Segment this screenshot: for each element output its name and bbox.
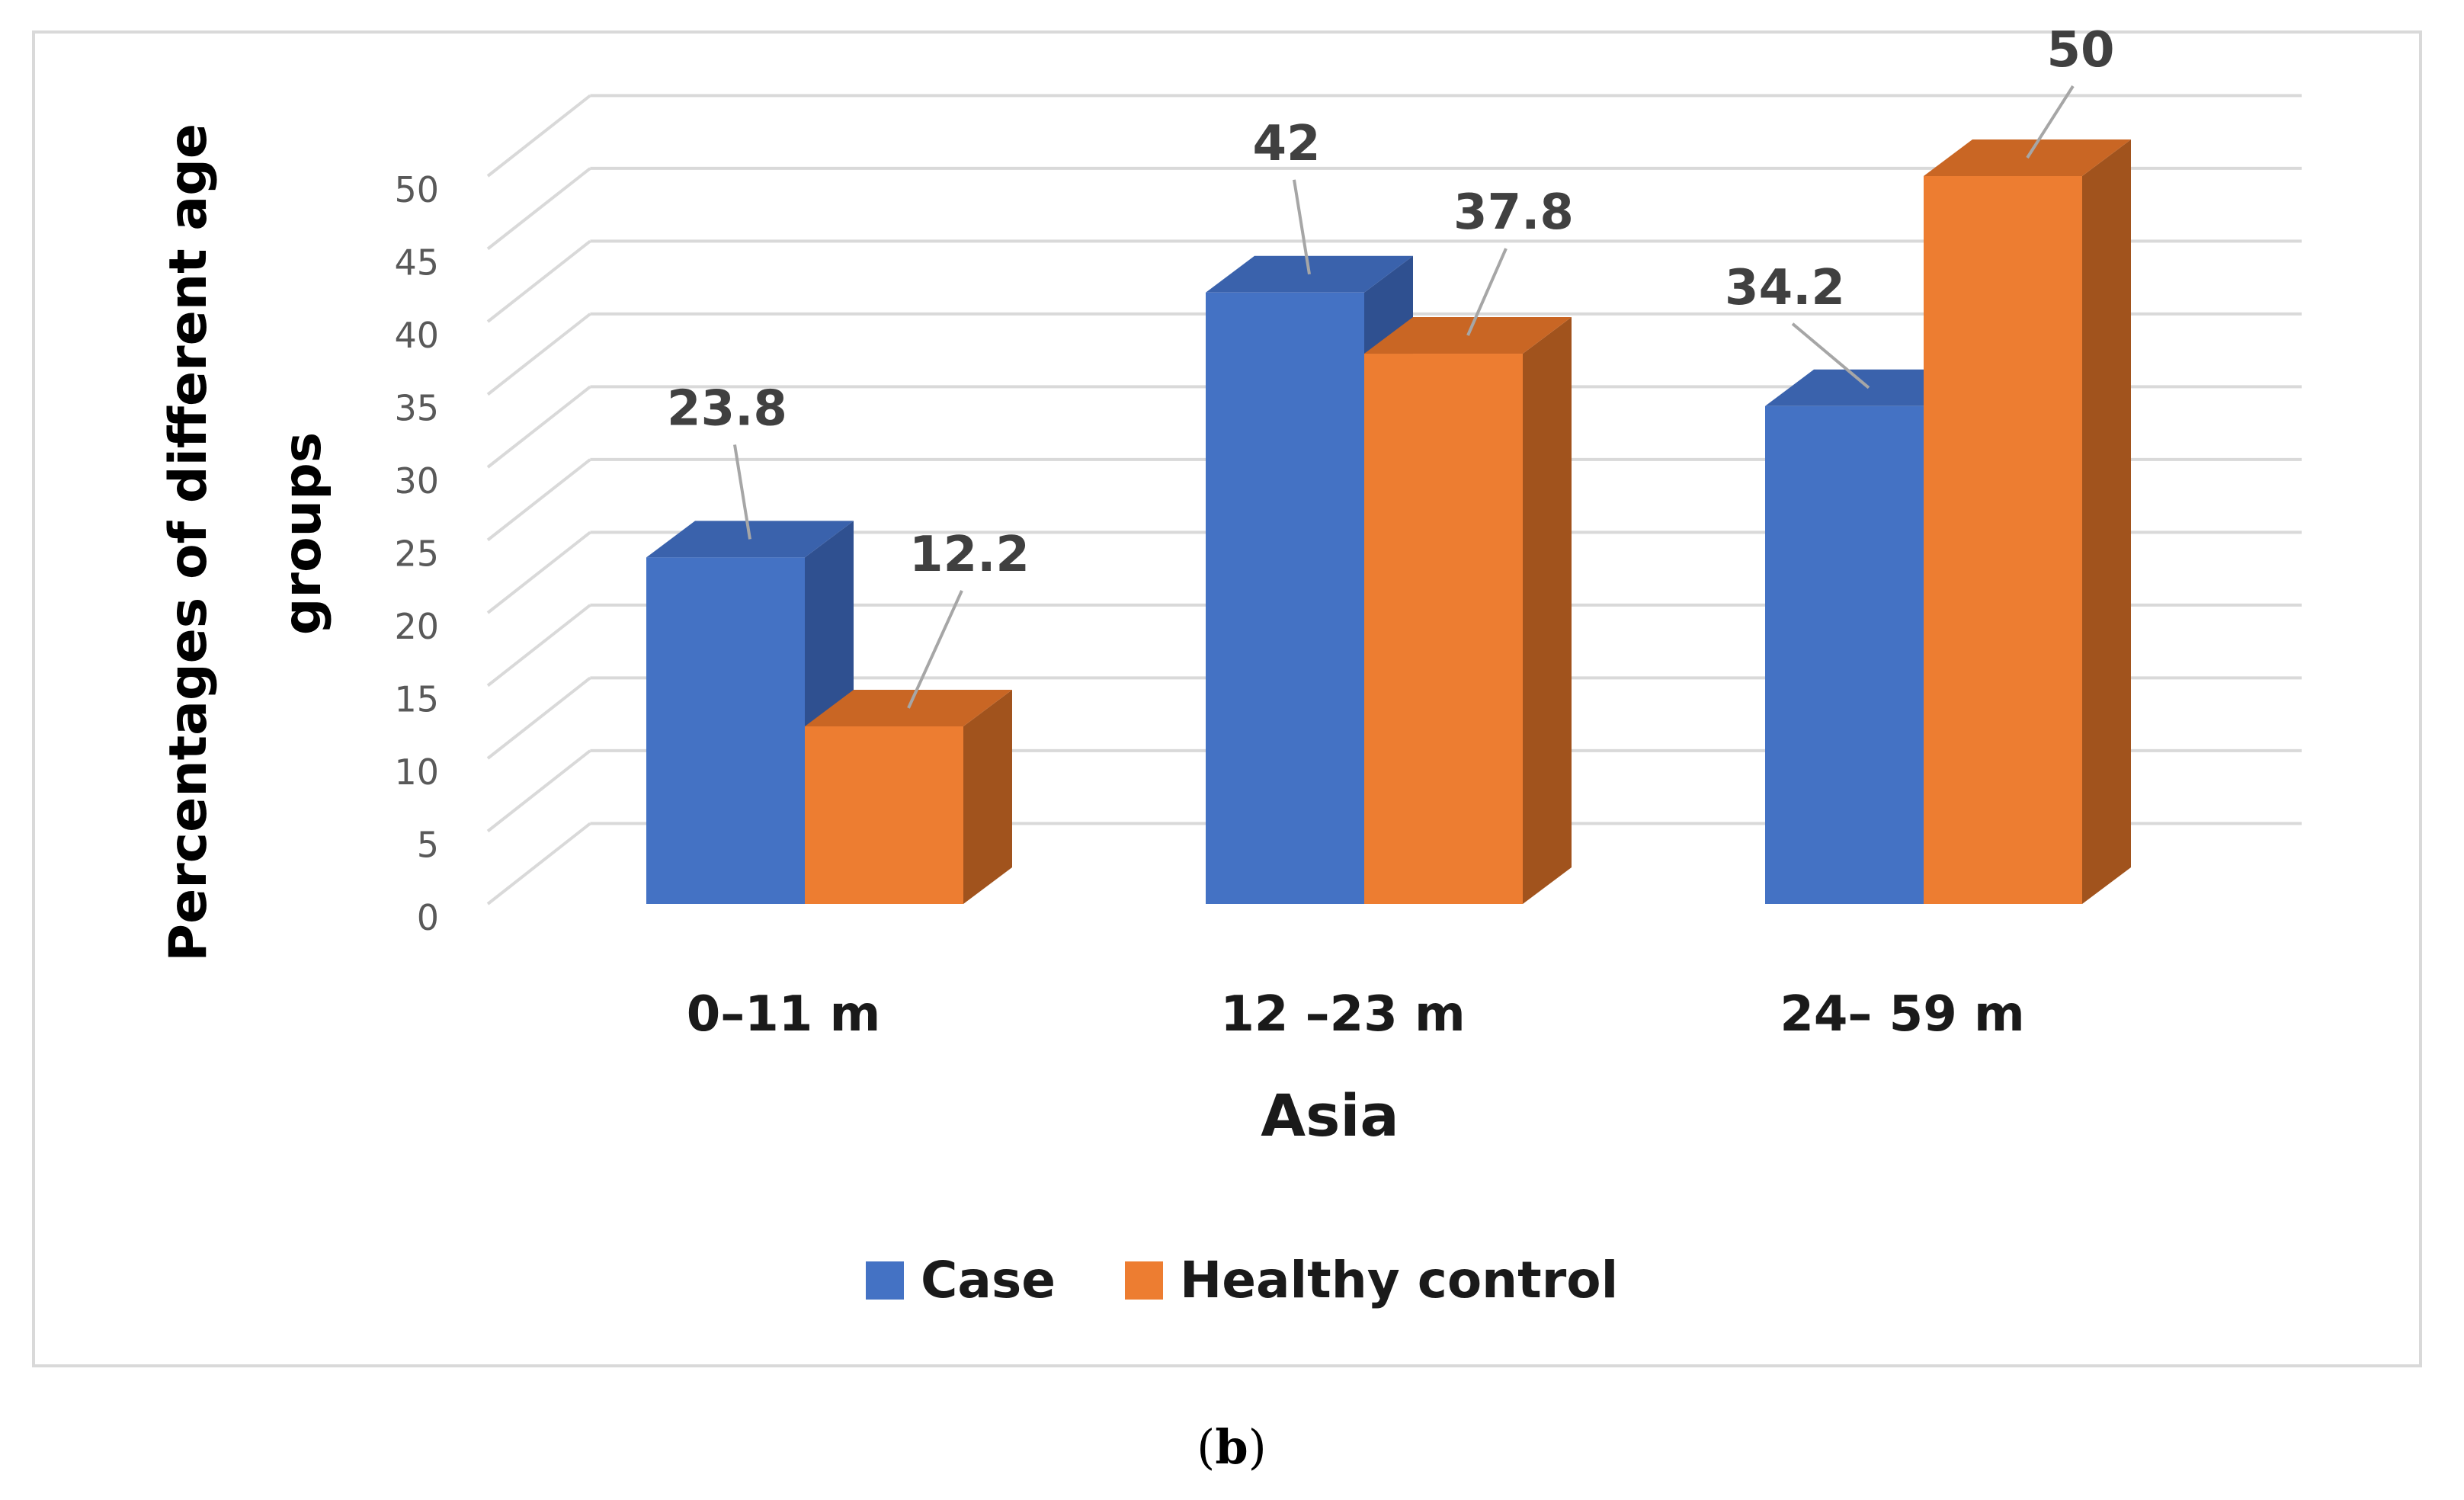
- gridline-diagonal: [486, 676, 591, 760]
- data-label-leader: [733, 444, 751, 540]
- bar-side-healthy-control-24-59-m: [2082, 139, 2131, 904]
- caption-open-paren: (: [1197, 1419, 1215, 1475]
- legend: Case Healthy control: [866, 1251, 1618, 1309]
- y-tick-label: 15: [394, 679, 439, 720]
- x-category-label-12-23-m: 12 –23 m: [1220, 986, 1465, 1043]
- gridline-diagonal: [486, 312, 591, 396]
- y-axis-title-line-2: groups: [273, 432, 333, 636]
- gridline-diagonal: [486, 385, 591, 469]
- y-tick-label: 30: [394, 460, 439, 502]
- y-tick-label: 10: [394, 752, 439, 793]
- y-tick-label: 50: [394, 169, 439, 210]
- bars: [646, 139, 2131, 904]
- y-tick-label: 20: [394, 606, 439, 647]
- data-label-leader: [2026, 85, 2075, 159]
- data-label-leader: [1791, 322, 1870, 389]
- gridline-diagonal: [486, 94, 591, 178]
- bar-case-24-59-m: [1765, 405, 1924, 904]
- gridline-diagonal: [486, 749, 591, 833]
- x-category-label-0-11-m: 0–11 m: [687, 986, 881, 1043]
- data-label-leader: [1293, 179, 1311, 275]
- y-axis-title: Percentages of different age groups: [159, 105, 333, 961]
- bar-case-12-23-m: [1206, 292, 1364, 904]
- gridline-diagonal: [486, 167, 591, 251]
- gridline-diagonal: [486, 239, 591, 323]
- bar-side-healthy-control-0-11-m: [963, 689, 1012, 904]
- y-tick-label: 35: [394, 388, 439, 429]
- gridline-diagonal: [486, 458, 591, 542]
- caption-close-paren: ): [1248, 1419, 1267, 1475]
- gridline-diagonal: [486, 530, 591, 614]
- bar-healthy-control-24-59-m: [1924, 176, 2082, 904]
- y-tick-label: 0: [417, 897, 439, 938]
- bar-case-0-11-m: [646, 557, 805, 904]
- legend-swatch-healthy-control: [1125, 1261, 1163, 1300]
- bar-side-healthy-control-12-23-m: [1523, 317, 1572, 904]
- bar-top-case-24-59-m: [1765, 369, 1972, 406]
- y-tick-label: 40: [394, 315, 439, 356]
- figure-caption: (b): [1197, 1419, 1267, 1475]
- data-labels: 23.8 12.2 42 37.8 34.2 50: [667, 22, 2115, 709]
- data-label-healthy-control-0-11-m: 12.2: [909, 527, 1030, 583]
- gridline-diagonal: [486, 822, 591, 905]
- data-label-healthy-control-12-23-m: 37.8: [1453, 184, 1574, 241]
- data-label-case-12-23-m: 42: [1252, 116, 1320, 172]
- caption-letter: b: [1215, 1419, 1248, 1475]
- y-axis-ticks: 0 5 10 15 20 25 30 35 40 45 50: [394, 169, 439, 938]
- legend-label-healthy-control: Healthy control: [1180, 1251, 1618, 1309]
- y-tick-label: 25: [394, 534, 439, 575]
- x-axis-categories: 0–11 m 12 –23 m 24– 59 m: [687, 986, 2025, 1043]
- x-axis-title: Asia: [1261, 1082, 1399, 1149]
- bar-healthy-control-12-23-m: [1364, 354, 1523, 904]
- legend-swatch-case: [866, 1261, 904, 1300]
- data-label-leader: [907, 590, 963, 709]
- data-label-case-0-11-m: 23.8: [667, 380, 787, 437]
- bar-healthy-control-0-11-m: [805, 726, 963, 904]
- gridline-diagonal: [486, 604, 591, 688]
- data-label-case-24-59-m: 34.2: [1725, 260, 1845, 316]
- y-tick-label: 45: [394, 242, 439, 284]
- y-axis-title-line-1: Percentages of different age: [159, 123, 219, 962]
- data-label-healthy-control-24-59-m: 50: [2046, 22, 2114, 79]
- legend-label-case: Case: [921, 1251, 1056, 1309]
- x-category-label-24-59-m: 24– 59 m: [1780, 986, 2024, 1043]
- y-tick-label: 5: [417, 825, 439, 866]
- data-label-leader: [1466, 248, 1508, 336]
